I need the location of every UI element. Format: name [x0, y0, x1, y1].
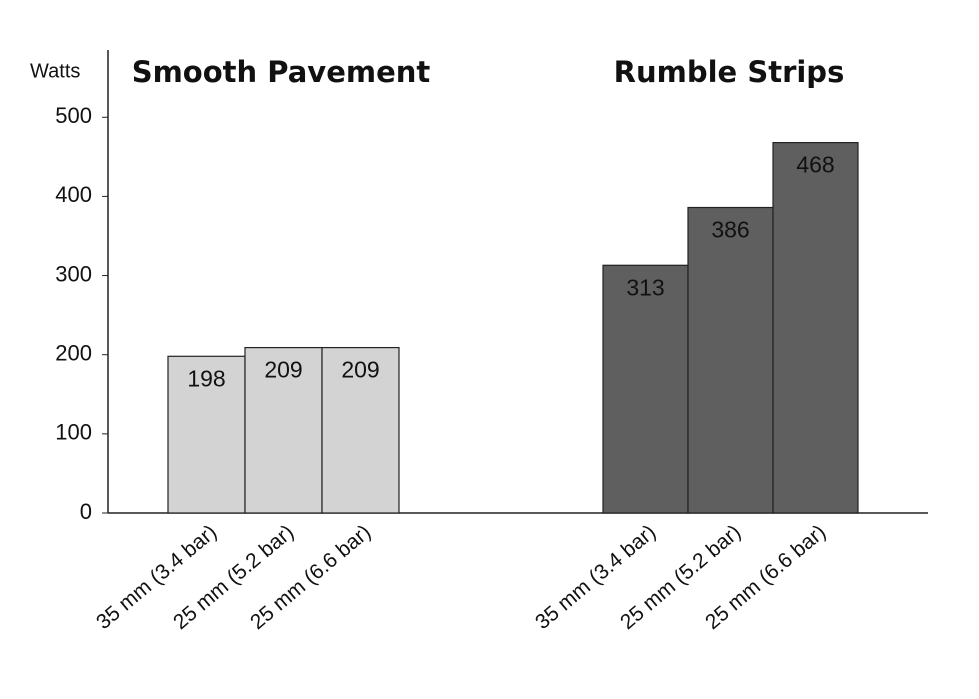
y-axis-label: Watts — [30, 60, 80, 82]
y-tick-label: 500 — [55, 103, 92, 128]
group-title: Rumble Strips — [614, 55, 845, 89]
value-label: 209 — [341, 357, 379, 383]
bar — [602, 264, 689, 514]
value-label: 313 — [626, 274, 664, 300]
bar — [321, 346, 400, 514]
y-tick-label: 200 — [55, 341, 92, 366]
y-tick-label: 400 — [55, 182, 92, 207]
y-tick-label: 0 — [80, 499, 92, 524]
value-label: 209 — [264, 357, 302, 383]
bar — [687, 206, 774, 514]
value-label: 386 — [711, 217, 749, 243]
bar — [244, 346, 323, 514]
y-tick-label: 300 — [55, 261, 92, 286]
y-tick-label: 100 — [55, 420, 92, 445]
bar — [772, 142, 859, 514]
group-title: Smooth Pavement — [132, 55, 431, 89]
value-label: 468 — [796, 152, 834, 178]
value-label: 198 — [187, 365, 225, 391]
bar — [167, 355, 246, 514]
